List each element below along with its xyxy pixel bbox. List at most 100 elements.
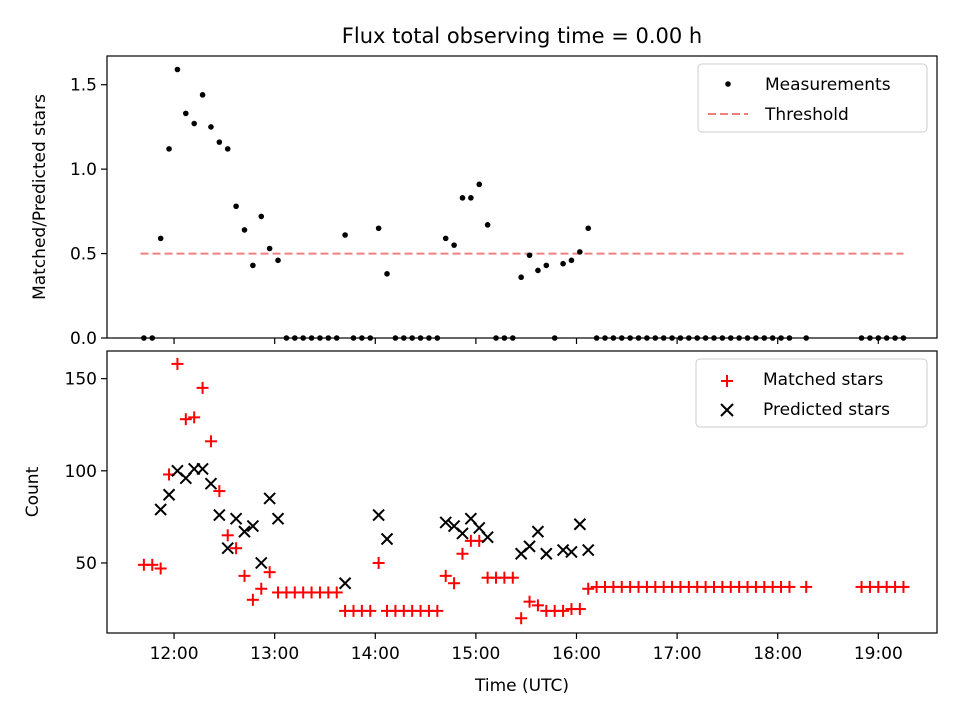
matched-star-point <box>230 542 243 555</box>
measurement-point <box>476 181 483 188</box>
matched-star-point <box>431 604 444 617</box>
top-axes-frame <box>106 55 938 339</box>
matched-star-point <box>531 599 544 612</box>
measurement-point <box>233 203 239 210</box>
bottom-x-tick-label: 18:00 <box>753 644 802 664</box>
matched-star-point <box>246 593 259 606</box>
matched-star-point <box>255 582 268 595</box>
legend-measurements-label: Measurements <box>765 75 891 95</box>
matched-star-point <box>188 411 201 424</box>
measurement-point <box>585 225 592 232</box>
predicted-star-point <box>540 547 553 560</box>
measurement-point <box>216 139 223 145</box>
predicted-star-point <box>255 556 268 570</box>
top-legend: Measurements Threshold <box>697 63 928 133</box>
measurement-point <box>577 249 583 255</box>
bottom-x-tick-label: 15:00 <box>451 644 500 664</box>
measurement-point <box>157 235 164 242</box>
measurement-point <box>459 195 466 201</box>
measurement-point <box>224 146 231 152</box>
matched-star-point <box>456 547 469 560</box>
matched-star-point <box>523 595 536 608</box>
measurement-point <box>375 225 382 232</box>
predicted-star-point <box>372 508 385 522</box>
predicted-star-point <box>456 527 469 540</box>
bottom-x-tick-label: 19:00 <box>854 644 903 664</box>
top-ylabel: Matched/Predicted stars <box>30 94 50 300</box>
matched-star-point <box>448 577 461 590</box>
matched-star-point <box>154 562 167 575</box>
matched-star-point <box>439 569 452 582</box>
predicted-star-point <box>481 530 494 544</box>
top-y-tick-label: 1.0 <box>70 160 97 180</box>
matched-star-point <box>196 381 209 394</box>
bottom-legend: Matched stars Predicted stars <box>695 358 928 428</box>
matched-star-point <box>204 435 217 448</box>
predicted-star-point <box>531 525 545 538</box>
measurement-point <box>342 232 348 238</box>
matched-star-point <box>372 556 385 569</box>
measurement-point <box>543 262 550 269</box>
top-y-ticks: 0.0 0.5 1.0 1.5 <box>70 76 107 349</box>
matched-star-point <box>783 580 796 593</box>
bottom-x-tick-label: 12:00 <box>150 644 199 664</box>
legend-matched-marker <box>721 375 733 387</box>
matched-star-point <box>573 603 586 616</box>
measurement-point <box>250 262 256 269</box>
measurement-point <box>384 271 390 277</box>
matched-star-point <box>506 571 519 584</box>
predicted-star-point <box>271 512 285 525</box>
measurement-point <box>451 242 457 248</box>
bottom-y-tick-label: 150 <box>65 370 97 390</box>
predicted-star-point <box>196 462 209 476</box>
measurement-point <box>266 245 273 252</box>
predicted-star-point <box>263 492 276 505</box>
top-x-ticks <box>173 338 879 344</box>
matched-star-point <box>238 569 251 582</box>
legend-threshold-label: Threshold <box>764 105 849 125</box>
measurement-point <box>191 120 197 127</box>
matched-star-point <box>364 604 377 617</box>
matched-star-points <box>137 357 910 625</box>
measurement-point <box>183 110 189 117</box>
matched-star-point <box>179 413 192 426</box>
predicted-star-point <box>582 543 595 557</box>
top-title: Flux total observing time = 0.00 h <box>342 24 702 48</box>
measurement-point <box>258 213 265 220</box>
predicted-star-point <box>246 519 260 533</box>
matched-star-point <box>897 580 910 593</box>
bottom-xlabel: Time (UTC) <box>474 676 569 696</box>
predicted-star-point <box>204 477 218 490</box>
measurement-point <box>241 227 248 233</box>
matched-star-point <box>515 612 528 625</box>
predicted-star-point <box>229 512 243 525</box>
matched-star-point <box>221 529 234 542</box>
measurement-point <box>442 235 449 242</box>
top-y-tick-label: 0.5 <box>70 245 97 265</box>
predicted-star-point <box>238 525 251 538</box>
predicted-star-point <box>154 503 167 516</box>
measurement-point <box>484 222 491 228</box>
predicted-star-point <box>439 516 452 529</box>
bottom-y-tick-label: 100 <box>65 462 97 482</box>
predicted-star-point <box>338 577 352 590</box>
measurement-point <box>208 124 214 130</box>
predicted-star-point <box>565 545 578 559</box>
predicted-star-point <box>162 488 176 501</box>
matched-star-point <box>330 586 343 599</box>
bottom-x-tick-label: 17:00 <box>653 644 702 664</box>
measurement-point <box>535 267 541 274</box>
bottom-x-tick-label: 14:00 <box>351 644 400 664</box>
predicted-star-point <box>573 518 587 531</box>
top-y-tick-label: 0.0 <box>70 329 97 349</box>
predicted-star-point <box>213 508 226 522</box>
matched-star-point <box>582 582 595 595</box>
top-panel: Flux total observing time = 0.00 h 0.00.… <box>30 24 938 349</box>
top-y-tick-label: 1.5 <box>70 76 97 96</box>
measurement-point <box>560 260 566 267</box>
matched-star-point <box>146 558 159 571</box>
measurement-point <box>275 257 281 264</box>
matched-star-point <box>557 604 570 617</box>
measurement-point <box>166 146 172 152</box>
